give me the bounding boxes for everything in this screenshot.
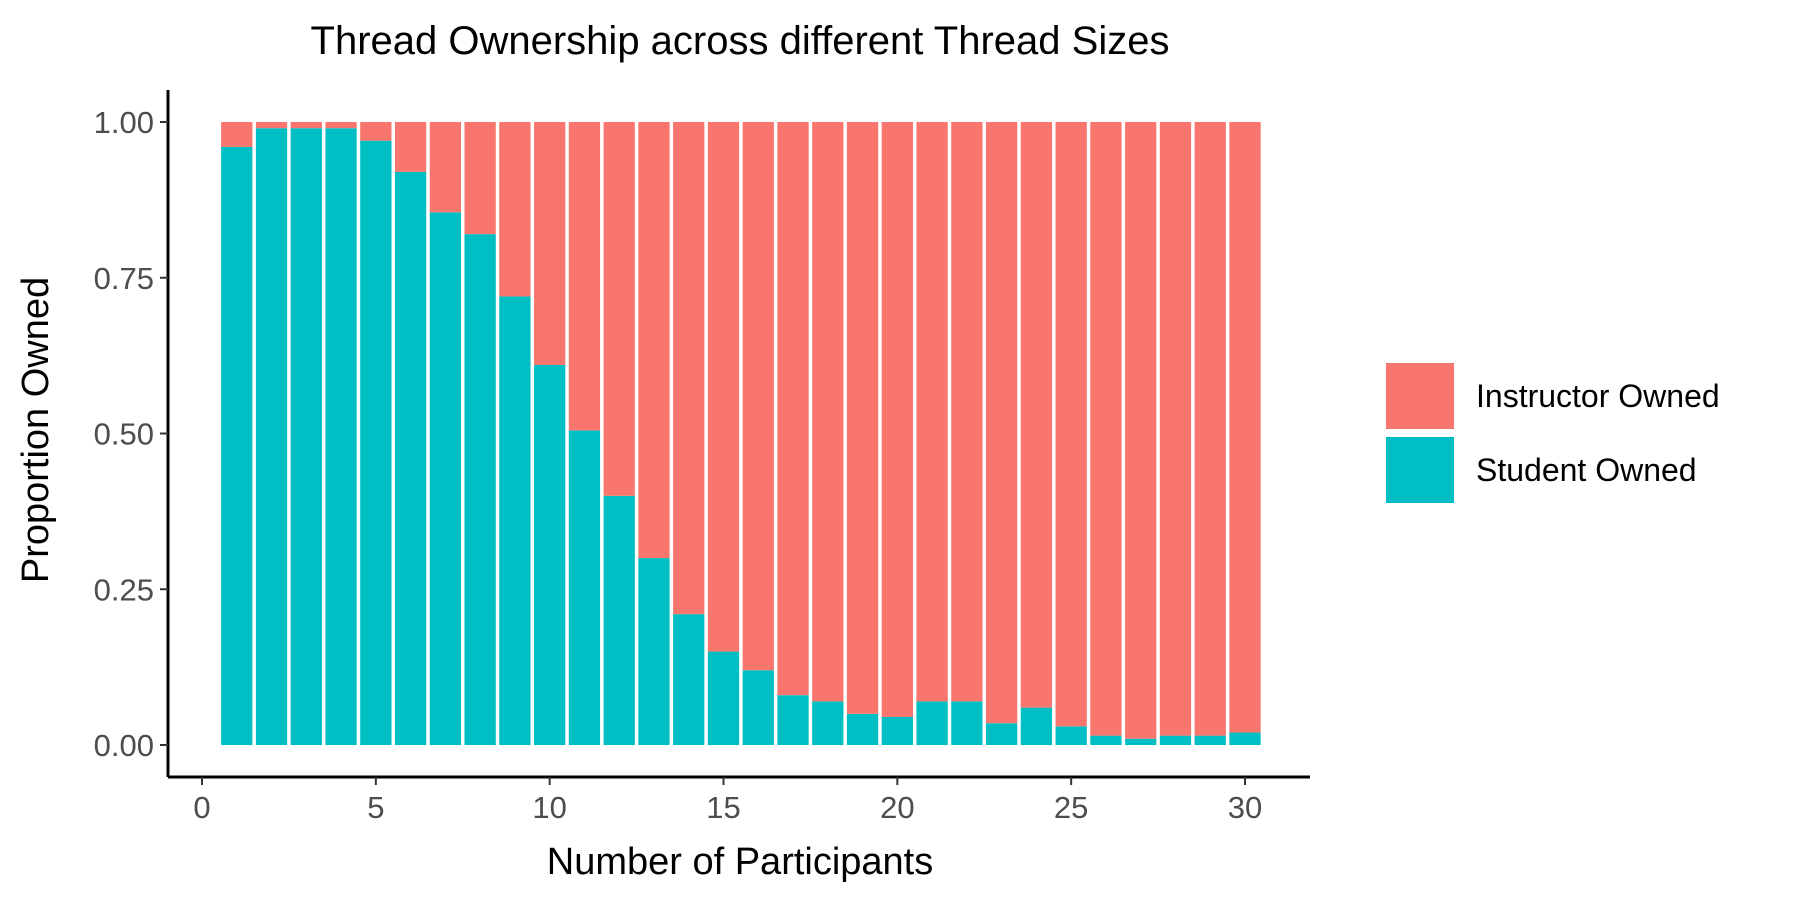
bar-student-owned bbox=[325, 128, 357, 746]
bar-instructor-owned bbox=[499, 122, 531, 297]
bar-instructor-owned bbox=[568, 122, 601, 431]
bar-student-owned bbox=[881, 716, 913, 745]
y-tick-label: 1.00 bbox=[94, 105, 154, 140]
bar-instructor-owned bbox=[1125, 122, 1157, 739]
bar-instructor-owned bbox=[255, 122, 288, 129]
bar-instructor-owned bbox=[1090, 122, 1122, 736]
x-tick-label: 0 bbox=[193, 790, 210, 825]
legend-swatch-instructor-owned bbox=[1386, 363, 1454, 429]
y-tick-label: 0.50 bbox=[94, 417, 154, 452]
bar-student-owned bbox=[534, 364, 566, 745]
x-tick-label: 5 bbox=[367, 790, 384, 825]
bar-instructor-owned bbox=[221, 122, 253, 147]
bar-instructor-owned bbox=[673, 122, 705, 615]
bar-student-owned bbox=[464, 234, 496, 745]
x-tick-label: 30 bbox=[1228, 790, 1262, 825]
bar-student-owned bbox=[985, 723, 1018, 745]
y-axis-title: Proportion Owned bbox=[15, 277, 57, 583]
bar-instructor-owned bbox=[707, 122, 740, 652]
bar-instructor-owned bbox=[360, 122, 392, 141]
bar-instructor-owned bbox=[290, 122, 322, 129]
bar-student-owned bbox=[290, 128, 322, 746]
bar-student-owned bbox=[707, 651, 740, 745]
ticks-layer: 0.00 0.25 0.50 0.75 1.00 0 5 10 15 20 25 30 bbox=[94, 105, 1263, 825]
bar-instructor-owned bbox=[534, 122, 566, 365]
bar-instructor-owned bbox=[394, 122, 427, 172]
bar-instructor-owned bbox=[1229, 122, 1261, 733]
bar-student-owned bbox=[1020, 707, 1053, 745]
bar-instructor-owned bbox=[1159, 122, 1192, 736]
bar-student-owned bbox=[638, 558, 670, 745]
bar-student-owned bbox=[1125, 738, 1157, 745]
bar-instructor-owned bbox=[881, 122, 913, 717]
chart-title: Thread Ownership across different Thread… bbox=[311, 19, 1170, 63]
bar-student-owned bbox=[1159, 735, 1192, 745]
legend-swatch-student-owned bbox=[1386, 437, 1454, 503]
bar-student-owned bbox=[429, 212, 462, 745]
y-tick-label: 0.75 bbox=[94, 261, 154, 296]
bar-instructor-owned bbox=[916, 122, 948, 702]
x-tick-label: 25 bbox=[1054, 790, 1088, 825]
bar-instructor-owned bbox=[638, 122, 670, 559]
bar-instructor-owned bbox=[812, 122, 844, 702]
x-axis-title: Number of Participants bbox=[547, 841, 934, 883]
bar-instructor-owned bbox=[429, 122, 462, 213]
bar-student-owned bbox=[255, 128, 288, 746]
bar-student-owned bbox=[1055, 726, 1087, 745]
bar-student-owned bbox=[846, 713, 879, 745]
y-tick-label: 0.00 bbox=[94, 728, 154, 763]
bar-instructor-owned bbox=[325, 122, 357, 129]
x-tick-label: 15 bbox=[706, 790, 740, 825]
bar-student-owned bbox=[812, 701, 844, 745]
legend: Instructor Owned Student Owned bbox=[1386, 363, 1720, 503]
bar-student-owned bbox=[603, 495, 635, 745]
bar-instructor-owned bbox=[464, 122, 496, 235]
bar-student-owned bbox=[777, 695, 809, 745]
bar-instructor-owned bbox=[846, 122, 879, 714]
y-tick-label: 0.25 bbox=[94, 572, 154, 607]
bar-student-owned bbox=[568, 430, 601, 745]
bar-instructor-owned bbox=[1055, 122, 1087, 727]
x-tick-label: 20 bbox=[880, 790, 914, 825]
bar-student-owned bbox=[360, 140, 392, 745]
legend-label-instructor-owned: Instructor Owned bbox=[1476, 378, 1720, 414]
bar-instructor-owned bbox=[777, 122, 809, 696]
x-tick-label: 10 bbox=[532, 790, 566, 825]
bar-student-owned bbox=[1090, 735, 1122, 745]
bar-student-owned bbox=[1194, 735, 1226, 745]
bar-instructor-owned bbox=[985, 122, 1018, 724]
bar-student-owned bbox=[673, 614, 705, 745]
bar-instructor-owned bbox=[1020, 122, 1053, 708]
bar-student-owned bbox=[394, 171, 427, 746]
bar-instructor-owned bbox=[1194, 122, 1226, 736]
bar-student-owned bbox=[221, 146, 253, 746]
bar-instructor-owned bbox=[742, 122, 774, 671]
bars-layer bbox=[221, 122, 1261, 746]
legend-label-student-owned: Student Owned bbox=[1476, 452, 1697, 488]
bar-instructor-owned bbox=[603, 122, 635, 496]
bar-student-owned bbox=[742, 670, 774, 745]
bar-student-owned bbox=[916, 701, 948, 745]
bar-instructor-owned bbox=[951, 122, 983, 702]
bar-student-owned bbox=[1229, 732, 1261, 745]
bar-student-owned bbox=[499, 296, 531, 745]
bar-student-owned bbox=[951, 701, 983, 745]
